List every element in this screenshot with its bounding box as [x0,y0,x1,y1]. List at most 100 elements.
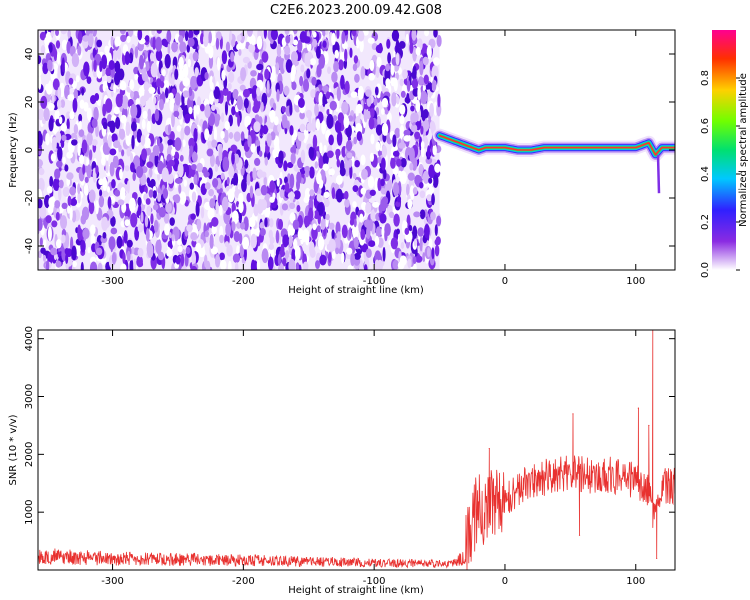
noise-speckle [365,201,372,214]
noise-speckle [422,56,429,66]
noise-speckle [403,129,411,136]
noise-speckle [114,60,121,73]
snr-x-tick-label: -200 [232,576,255,587]
noise-speckle [59,215,68,230]
snr-spike [656,557,658,560]
noise-speckle [87,33,94,48]
noise-speckle [344,161,348,172]
noise-speckle [398,41,406,49]
noise-speckle [206,148,214,157]
noise-speckle [407,198,413,210]
noise-speckle [281,203,289,211]
noise-speckle [55,260,62,268]
noise-speckle [296,204,301,212]
noise-speckle [260,184,268,196]
noise-speckle [225,222,232,237]
noise-speckle [176,125,182,132]
noise-speckle [304,168,310,178]
noise-speckle [174,92,181,106]
noise-speckle [38,218,43,232]
snr-x-tick-label: 0 [502,576,508,587]
noise-speckle [291,134,295,146]
noise-speckle [346,152,353,159]
noise-speckle [43,107,50,121]
noise-speckle [183,179,188,187]
noise-speckle [140,211,144,223]
noise-speckle [227,82,232,90]
noise-speckle [243,97,249,109]
noise-speckle [56,160,63,168]
noise-speckle [274,141,280,156]
noise-speckle [126,35,131,44]
noise-speckle [191,163,197,171]
noise-speckle [425,157,433,165]
noise-speckle [106,75,112,84]
noise-speckle [184,30,189,42]
noise-speckle [300,64,305,73]
noise-speckle [129,90,135,99]
noise-speckle [86,164,92,179]
noise-speckle [277,253,281,266]
snr-x-label: Height of straight line (km) [288,585,424,596]
noise-speckle [240,131,245,141]
noise-speckle [239,84,246,91]
noise-speckle [93,106,99,122]
noise-speckle [146,161,154,169]
noise-speckle [66,172,74,180]
noise-speckle [380,187,385,195]
noise-speckle [75,75,80,83]
noise-speckle [378,204,383,214]
noise-speckle [429,120,436,131]
noise-speckle [204,230,210,238]
noise-speckle [82,164,86,175]
noise-speckle [259,222,265,230]
noise-speckle [322,163,329,172]
noise-speckle [78,129,85,137]
noise-speckle [203,171,210,178]
noise-speckle [289,191,294,202]
noise-speckle [316,202,324,216]
noise-speckle [152,36,156,50]
noise-speckle [219,234,224,244]
noise-speckle [352,63,358,72]
noise-speckle [110,237,114,253]
noise-speckle [191,251,197,267]
noise-speckle [290,152,296,165]
noise-speckle [156,137,161,147]
noise-speckle [392,134,397,148]
noise-speckle [220,172,225,180]
noise-speckle [70,198,78,206]
noise-speckle [315,260,321,270]
noise-speckle [306,68,311,79]
noise-speckle [102,83,106,92]
noise-speckle [99,189,103,197]
noise-speckle [87,246,91,254]
noise-speckle [108,59,115,70]
noise-speckle [211,217,219,227]
noise-speckle [182,139,186,148]
noise-speckle [39,206,47,219]
noise-speckle [215,200,219,215]
noise-speckle [238,48,242,56]
noise-speckle [267,256,274,270]
noise-speckle [420,125,424,135]
noise-speckle [71,53,80,68]
noise-speckle [207,208,215,220]
noise-speckle [411,30,417,41]
noise-speckle [129,152,134,162]
noise-speckle [242,236,250,250]
noise-speckle [158,98,164,111]
noise-speckle [230,51,235,63]
noise-speckle [329,100,337,111]
noise-speckle [39,237,43,247]
noise-speckle [148,189,154,198]
snr-spike [648,424,650,427]
noise-speckle [357,30,365,42]
noise-speckle [324,198,330,208]
noise-speckle [380,178,385,187]
noise-speckle [190,265,198,270]
noise-speckle [277,123,281,133]
snr-x-tick-label: 100 [626,576,645,587]
noise-speckle [433,30,438,38]
